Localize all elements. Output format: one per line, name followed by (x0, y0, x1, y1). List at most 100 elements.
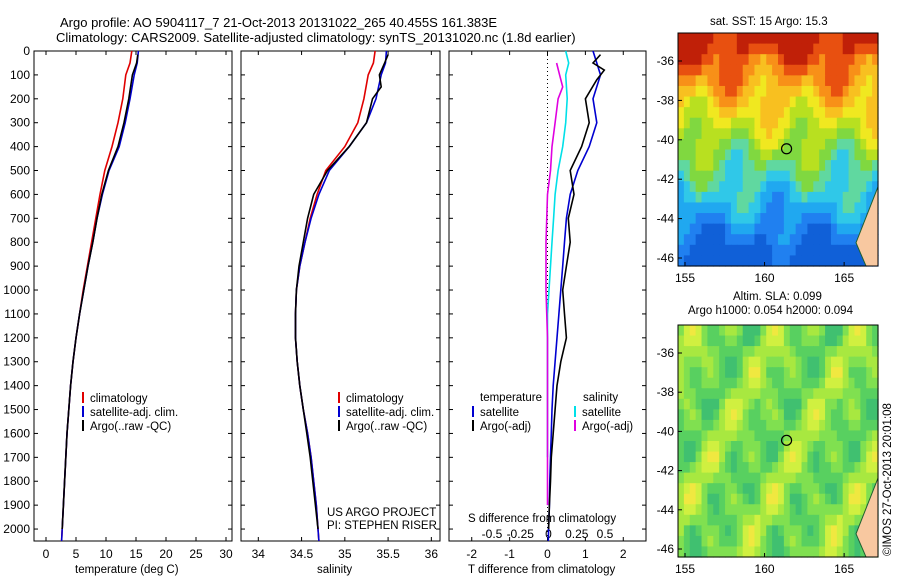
map-cell (848, 377, 856, 389)
map-cell (730, 170, 738, 182)
map-cell (736, 107, 744, 119)
map-cell (801, 160, 809, 172)
map-cell (807, 472, 814, 484)
map-cell (725, 377, 732, 389)
map-cell (872, 451, 879, 463)
x-tick-label: 34 (252, 547, 266, 561)
map-y-tick-label: -44 (657, 212, 675, 226)
map-cell (736, 223, 744, 235)
x-tick-label: 10 (99, 547, 113, 561)
map-cell (683, 546, 691, 558)
map-cell (748, 472, 756, 484)
map-cell (766, 462, 773, 474)
map-cell (683, 367, 691, 379)
map-cell (678, 398, 685, 410)
map-cell (854, 367, 861, 379)
map-cell (719, 244, 726, 257)
map-cell (866, 181, 873, 193)
map-cell (695, 43, 703, 55)
map-cell (707, 377, 714, 389)
map-cell (689, 325, 697, 337)
map-cell (789, 181, 797, 193)
map-cell (813, 128, 820, 140)
map-cell (813, 202, 820, 214)
map-cell (736, 367, 744, 379)
map-cell (825, 202, 832, 214)
map-cell (872, 54, 879, 66)
legend-label-temp-argo: Argo(-adj) (480, 421, 532, 433)
map-cell (830, 346, 838, 358)
map-cell (736, 441, 744, 453)
map-cell (801, 493, 809, 505)
map-cell (725, 535, 732, 548)
map-cell (825, 388, 832, 400)
map-cell (836, 546, 844, 558)
map-cell (848, 546, 856, 558)
map-cell (701, 398, 709, 410)
x-tick-label: 30 (219, 547, 233, 561)
map-cell (701, 409, 709, 421)
map-cell (825, 191, 832, 204)
map-cell (736, 170, 744, 182)
map-cell (725, 356, 732, 368)
map-cell (701, 346, 709, 358)
map-cell (707, 117, 714, 129)
map-cell (807, 160, 814, 172)
map-cell (742, 367, 750, 379)
map-cell (736, 117, 744, 129)
top-x-tick-label: -0.25 (507, 527, 535, 541)
map-cell (842, 409, 850, 421)
map-cell (683, 388, 691, 400)
map-cell (807, 85, 814, 98)
map-cell (689, 493, 697, 505)
map-cell (813, 493, 820, 505)
map-cell (713, 388, 720, 400)
legend-label-satellite: satellite-adj. clim. (90, 407, 179, 419)
map-cell (813, 96, 820, 108)
map-cell (854, 335, 861, 347)
map-cell (778, 409, 785, 421)
map-cell (783, 398, 791, 410)
map-cell (683, 43, 691, 55)
map-cell (736, 85, 744, 98)
map-cell (783, 191, 791, 204)
map-cell (789, 441, 797, 453)
map-cell (872, 356, 879, 368)
map-cell (742, 388, 750, 400)
map-cell (783, 234, 791, 246)
map-cell (825, 64, 832, 76)
map-cell (813, 325, 820, 337)
map-cell (813, 472, 820, 484)
map-cell (689, 33, 697, 45)
legend-temp-title: temperature (480, 392, 543, 404)
map-cell (836, 43, 844, 55)
map-cell (707, 255, 714, 267)
map-cell (836, 96, 844, 108)
map-cell (866, 96, 873, 108)
map-cell (766, 191, 773, 204)
map-cell (736, 244, 744, 257)
map-cell (678, 181, 685, 193)
map-cell (730, 367, 738, 379)
map-cell (730, 33, 738, 45)
map-cell (819, 346, 826, 358)
map-cell (854, 514, 861, 526)
map-cell (772, 367, 779, 379)
map-cell (766, 170, 773, 182)
map-cell (866, 54, 873, 66)
map-cell (825, 85, 832, 98)
map-cell (819, 451, 826, 463)
map-cell (819, 398, 826, 410)
map-cell (783, 388, 791, 400)
map-cell (701, 535, 709, 548)
map-cell (766, 255, 773, 267)
map-cell (848, 255, 856, 267)
y-tick-label: 2000 (3, 522, 30, 536)
map-cell (748, 160, 756, 172)
map-cell (689, 409, 697, 421)
y-tick-label: 1000 (3, 283, 30, 297)
map-cell (872, 43, 879, 55)
map-cell (742, 472, 750, 484)
map-cell (678, 223, 685, 235)
map-cell (748, 377, 756, 389)
